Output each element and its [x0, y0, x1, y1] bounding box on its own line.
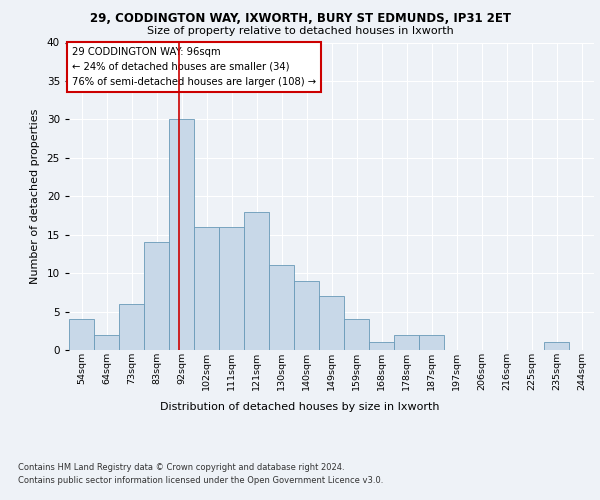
- Y-axis label: Number of detached properties: Number of detached properties: [30, 108, 40, 284]
- Bar: [244, 212, 269, 350]
- Bar: [319, 296, 344, 350]
- Text: Size of property relative to detached houses in Ixworth: Size of property relative to detached ho…: [146, 26, 454, 36]
- Bar: [194, 227, 219, 350]
- Bar: [94, 334, 119, 350]
- Bar: [544, 342, 569, 350]
- Bar: [369, 342, 394, 350]
- Bar: [344, 320, 369, 350]
- Text: Distribution of detached houses by size in Ixworth: Distribution of detached houses by size …: [160, 402, 440, 412]
- Bar: [394, 334, 419, 350]
- Text: Contains public sector information licensed under the Open Government Licence v3: Contains public sector information licen…: [18, 476, 383, 485]
- Bar: [219, 227, 244, 350]
- Text: 29, CODDINGTON WAY, IXWORTH, BURY ST EDMUNDS, IP31 2ET: 29, CODDINGTON WAY, IXWORTH, BURY ST EDM…: [89, 12, 511, 26]
- Bar: [69, 320, 94, 350]
- Bar: [119, 304, 144, 350]
- Bar: [169, 120, 194, 350]
- Bar: [269, 266, 294, 350]
- Text: Contains HM Land Registry data © Crown copyright and database right 2024.: Contains HM Land Registry data © Crown c…: [18, 462, 344, 471]
- Text: 29 CODDINGTON WAY: 96sqm
← 24% of detached houses are smaller (34)
76% of semi-d: 29 CODDINGTON WAY: 96sqm ← 24% of detach…: [71, 47, 316, 86]
- Bar: [144, 242, 169, 350]
- Bar: [294, 281, 319, 350]
- Bar: [419, 334, 444, 350]
